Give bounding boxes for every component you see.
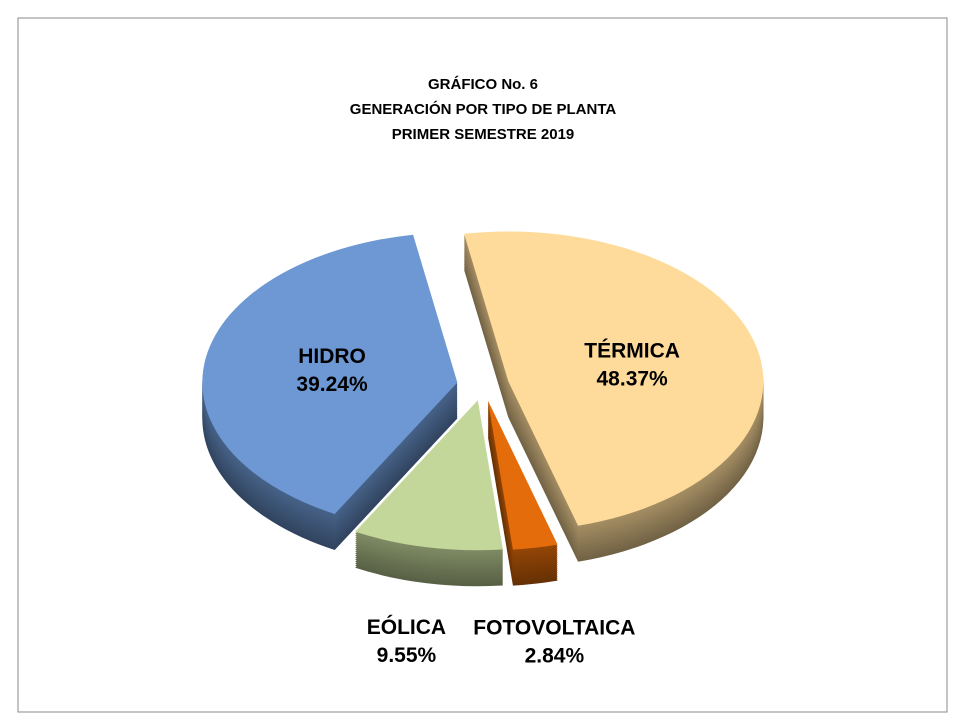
data-label-value: 9.55% — [377, 644, 437, 667]
data-label-category: HIDRO — [298, 345, 366, 368]
data-label-value: 2.84% — [525, 645, 585, 668]
slice — [202, 234, 458, 514]
chart-title: GENERACIÓN POR TIPO DE PLANTA — [350, 100, 617, 118]
data-label-category: TÉRMICA — [584, 339, 680, 362]
data-label-value: 39.24% — [296, 373, 368, 396]
slice-group — [464, 231, 764, 562]
data-label-category: EÓLICA — [367, 615, 446, 639]
data-label-value: 48.37% — [597, 367, 669, 390]
slice-group — [202, 234, 458, 550]
chart-frame — [17, 17, 948, 713]
slice — [464, 231, 764, 526]
data-label-category: FOTOVOLTAICA — [473, 617, 635, 640]
slice-group — [355, 400, 503, 587]
slice — [487, 400, 558, 550]
chart-title: GRÁFICO No. 6 — [428, 76, 538, 93]
slice — [355, 400, 503, 551]
slice-group — [487, 400, 558, 586]
chart-title: PRIMER SEMESTRE 2019 — [392, 126, 575, 143]
